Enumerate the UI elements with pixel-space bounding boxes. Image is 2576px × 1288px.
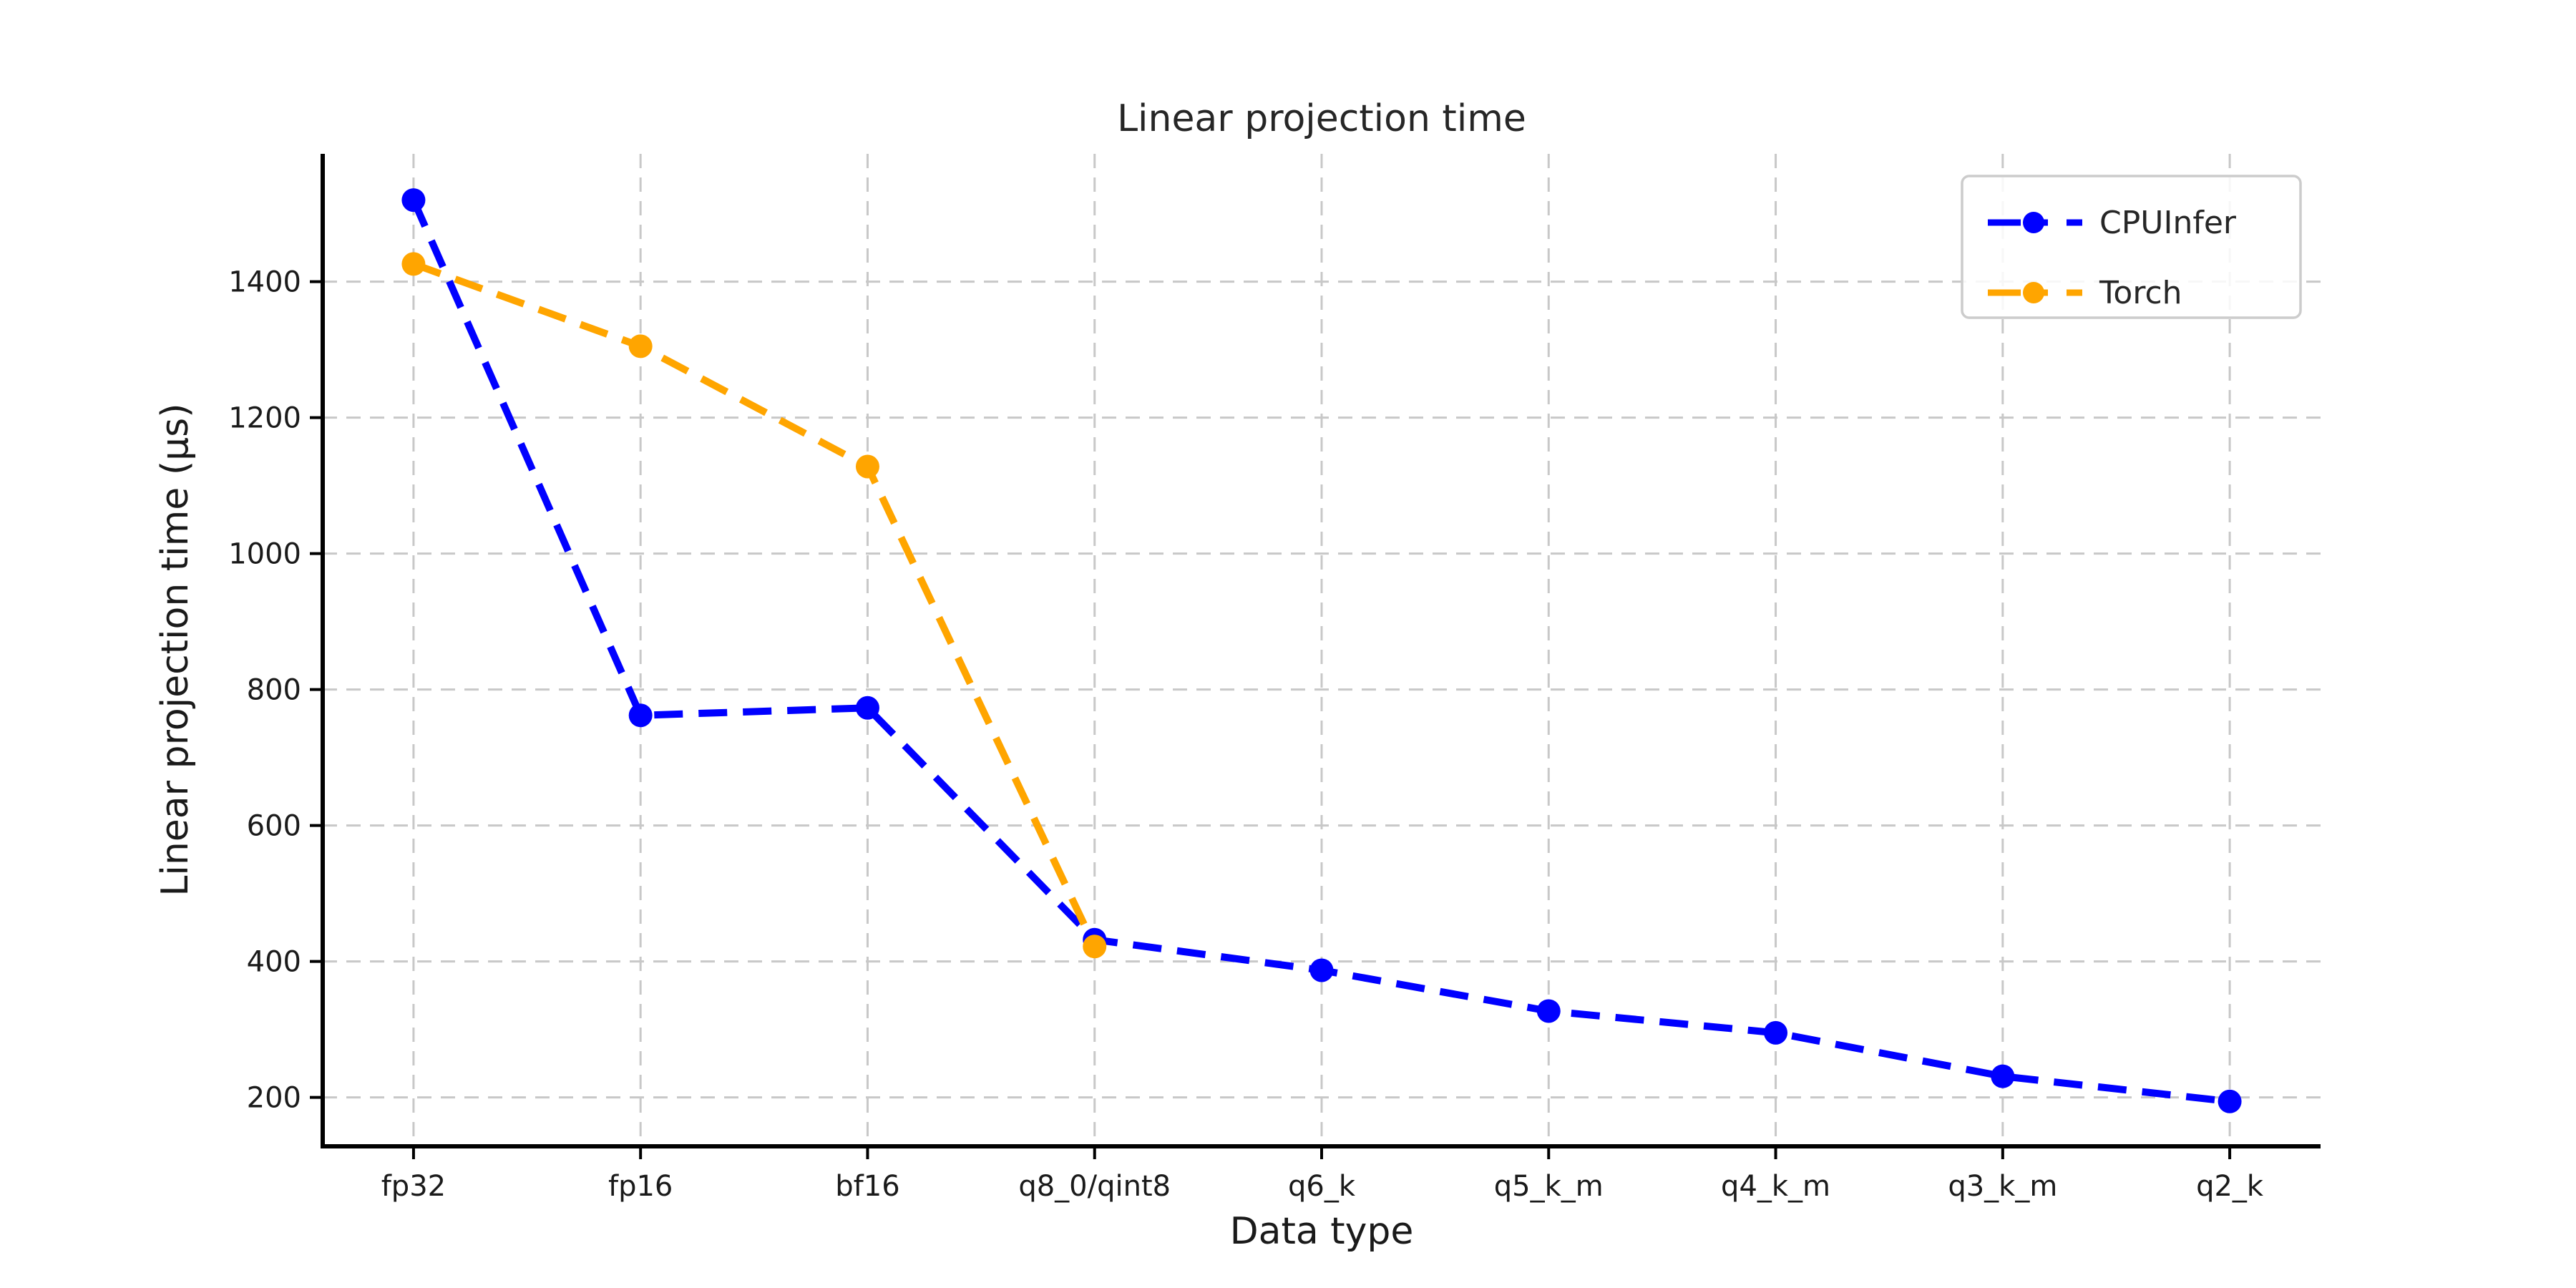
y-tick-label: 400 (247, 946, 301, 979)
y-tick-label: 1000 (228, 538, 301, 571)
data-point-cpuinfer (1536, 999, 1561, 1023)
data-point-cpuinfer (401, 188, 426, 213)
x-tick-label: q2_k (2196, 1170, 2264, 1203)
legend-box (1961, 175, 2302, 319)
gridlines (323, 154, 2321, 1146)
legend-marker (2023, 282, 2044, 303)
data-point-torch (1083, 935, 1107, 959)
data-point-torch (855, 454, 879, 479)
legend: CPUInfer Torch (1961, 175, 2302, 319)
x-tick-label: q8_0/qint8 (1018, 1170, 1171, 1203)
x-axis-label: Data type (1230, 1210, 1414, 1253)
legend-item-cpuinfer: CPUInfer (1988, 205, 2237, 241)
legend-label: CPUInfer (2099, 205, 2237, 241)
y-axis-label: Linear projection time (µs) (154, 403, 197, 896)
x-tick-label: q6_k (1288, 1170, 1356, 1203)
x-tick-label: fp32 (381, 1170, 446, 1203)
data-point-cpuinfer (1309, 958, 1334, 982)
legend-label: Torch (2099, 275, 2182, 311)
axes: fp32 fp16 bf16 q8_0/qint8 q6_k q5_k_m q4_k_m q3… (228, 154, 2321, 1203)
y-tick-label: 200 (247, 1082, 301, 1115)
x-tick-label: q4_k_m (1721, 1170, 1830, 1203)
data-point-torch (401, 252, 426, 276)
x-tick-label: bf16 (835, 1170, 899, 1203)
y-tick-label: 800 (247, 674, 301, 707)
legend-marker (2023, 212, 2044, 233)
data-point-cpuinfer (1991, 1064, 2015, 1088)
data-point-cpuinfer (628, 703, 653, 728)
x-tick-label: q5_k_m (1494, 1170, 1604, 1203)
data-point-cpuinfer (855, 696, 879, 720)
data-point-cpuinfer (1764, 1020, 1788, 1045)
y-tick-label: 1200 (228, 402, 301, 435)
data-point-cpuinfer (2218, 1089, 2242, 1113)
x-tick-label: q3_k_m (1948, 1170, 2057, 1203)
chart-title: Linear projection time (1117, 97, 1526, 140)
x-tick-label: fp16 (608, 1170, 673, 1203)
y-tick-label: 1400 (228, 266, 301, 299)
y-tick-label: 600 (247, 810, 301, 843)
legend-item-torch: Torch (1988, 275, 2182, 311)
data-point-torch (628, 334, 653, 358)
series-line-torch (412, 260, 1098, 948)
series-layer (401, 188, 2242, 1113)
